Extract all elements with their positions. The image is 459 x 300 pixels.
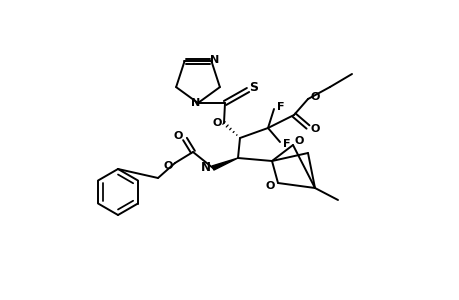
Text: O: O bbox=[265, 181, 274, 191]
Text: O: O bbox=[310, 92, 319, 102]
Text: N: N bbox=[201, 160, 211, 173]
Text: N: N bbox=[191, 98, 200, 108]
Text: O: O bbox=[212, 118, 221, 128]
Text: F: F bbox=[283, 139, 290, 149]
Text: F: F bbox=[277, 102, 284, 112]
Text: O: O bbox=[310, 124, 319, 134]
Polygon shape bbox=[212, 158, 237, 170]
Text: O: O bbox=[294, 136, 303, 146]
Text: O: O bbox=[163, 161, 172, 171]
Text: S: S bbox=[249, 80, 258, 94]
Text: N: N bbox=[209, 56, 218, 65]
Text: O: O bbox=[173, 131, 182, 141]
